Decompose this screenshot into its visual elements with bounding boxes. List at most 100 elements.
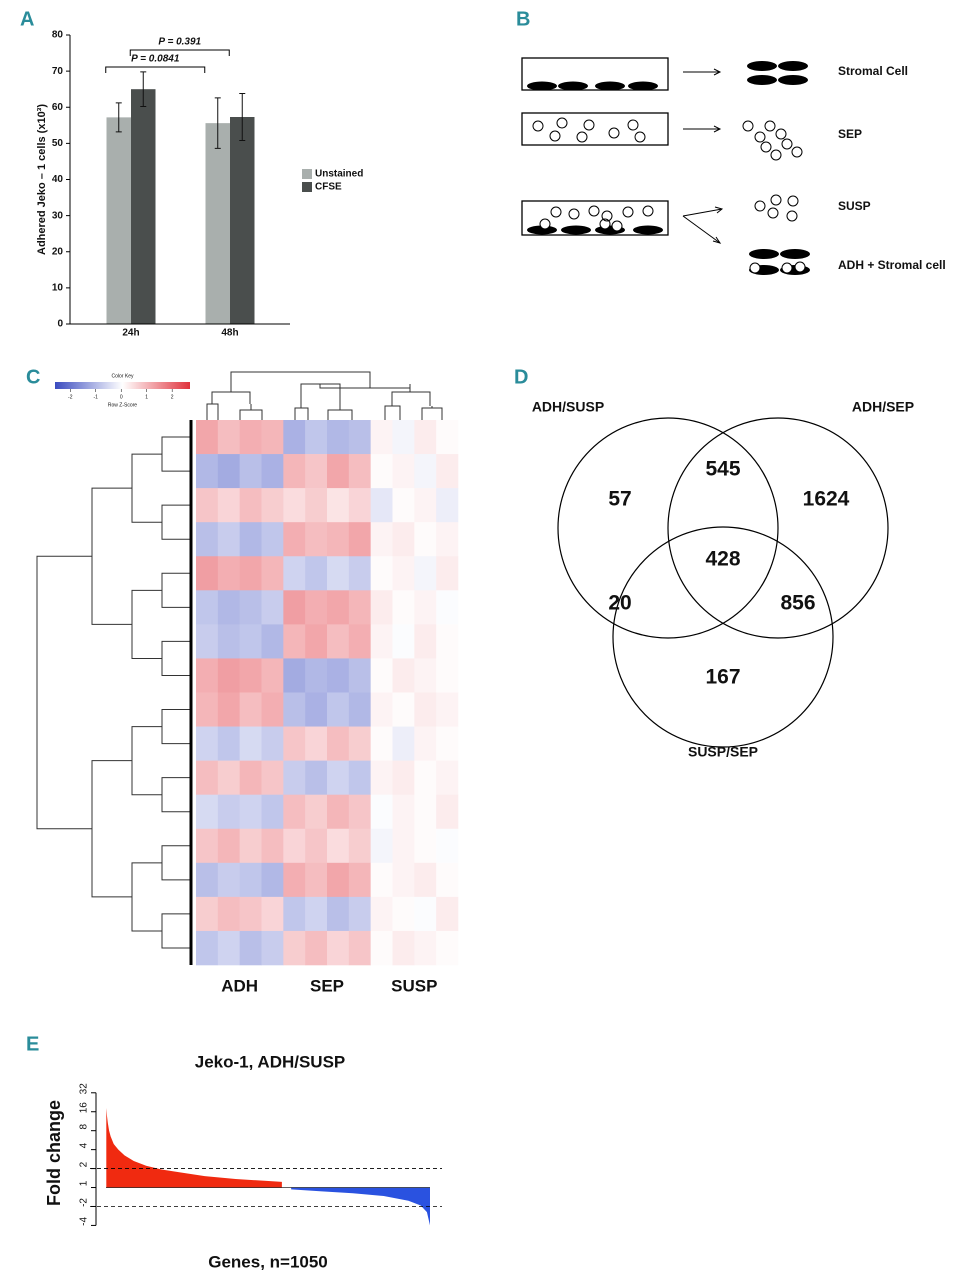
heatmap-cell bbox=[436, 522, 459, 557]
region-count: 167 bbox=[705, 666, 740, 689]
heatmap-cell bbox=[196, 896, 219, 932]
y-axis-label: Fold change bbox=[44, 1100, 64, 1206]
heatmap-cell bbox=[196, 420, 219, 455]
heatmap-cell bbox=[196, 726, 219, 761]
heatmap-cell bbox=[217, 862, 240, 898]
legend-label: CFSE bbox=[315, 182, 342, 193]
heatmap-cell bbox=[436, 760, 459, 795]
heatmap-cell bbox=[217, 522, 240, 557]
heatmap-cell bbox=[327, 760, 350, 795]
set-label: ADH/SUSP bbox=[532, 399, 604, 415]
heatmap-cell bbox=[196, 658, 219, 693]
legend-label: Unstained bbox=[315, 169, 363, 180]
heatmap-cell bbox=[348, 556, 371, 591]
heatmap-cell bbox=[239, 454, 262, 489]
heatmap-cell bbox=[283, 862, 306, 898]
heatmap-cell bbox=[436, 794, 459, 830]
heatmap-cell bbox=[327, 522, 350, 557]
heatmap-cell bbox=[239, 794, 262, 830]
heatmap-cell bbox=[196, 522, 219, 557]
heatmap-cell bbox=[261, 794, 284, 830]
heatmap-cell bbox=[217, 794, 240, 830]
heatmap-cell bbox=[414, 930, 437, 966]
heatmap-cell bbox=[392, 760, 415, 795]
diagram-label: SUSP bbox=[838, 199, 871, 213]
annotation: P = 0.0841 bbox=[131, 54, 180, 65]
heatmap-cell bbox=[196, 692, 219, 727]
group-label: SEP bbox=[310, 976, 344, 995]
legend-swatch bbox=[302, 182, 312, 192]
y-tick-label: -4 bbox=[79, 1217, 90, 1226]
heatmap-cell bbox=[305, 454, 328, 489]
bar bbox=[230, 117, 255, 324]
heatmap-cell bbox=[261, 420, 284, 455]
heatmap-cell bbox=[348, 420, 371, 455]
heatmap-cell bbox=[283, 454, 306, 489]
dish bbox=[521, 57, 669, 91]
heatmap-cell bbox=[436, 896, 459, 932]
heatmap-cell bbox=[261, 692, 284, 727]
heatmap-cell bbox=[196, 454, 219, 489]
heatmap-cell bbox=[327, 420, 350, 455]
heatmap-cell bbox=[239, 420, 262, 455]
heatmap-cell bbox=[283, 726, 306, 761]
y-tick-label: -2 bbox=[79, 1198, 90, 1207]
heatmap-cell bbox=[348, 522, 371, 557]
venn-circle bbox=[612, 526, 834, 748]
heatmap-cell bbox=[239, 896, 262, 932]
color-key-tick-label: 2 bbox=[171, 394, 174, 400]
heatmap-cell bbox=[436, 828, 459, 864]
heatmap-cell bbox=[305, 862, 328, 898]
heatmap-cell bbox=[327, 862, 350, 898]
heatmap-cell bbox=[414, 726, 437, 761]
heatmap-cell bbox=[348, 896, 371, 932]
heatmap-cell bbox=[348, 862, 371, 898]
color-key-tick-label: 0 bbox=[120, 394, 123, 400]
arrows bbox=[682, 68, 724, 244]
heatmap-cell bbox=[261, 488, 284, 523]
heatmap-cell bbox=[370, 760, 393, 795]
heatmap-cell bbox=[392, 488, 415, 523]
heatmap-cell bbox=[327, 590, 350, 625]
heatmap-cell bbox=[392, 930, 415, 966]
heatmap-cell bbox=[217, 590, 240, 625]
heatmap-cell bbox=[261, 454, 284, 489]
heatmap-cell bbox=[217, 828, 240, 864]
heatmap-cell bbox=[414, 590, 437, 625]
x-tick-label: 24h bbox=[122, 328, 139, 339]
heatmap-cell bbox=[239, 760, 262, 795]
heatmap-cell bbox=[239, 726, 262, 761]
heatmap-cell bbox=[283, 658, 306, 693]
y-tick-label: 80 bbox=[52, 30, 64, 41]
dish bbox=[521, 200, 669, 236]
heatmap-cell bbox=[436, 488, 459, 523]
heatmap-cell bbox=[217, 488, 240, 523]
region-count: 428 bbox=[705, 548, 740, 571]
heatmap-cell bbox=[370, 692, 393, 727]
heatmap-cell bbox=[283, 930, 306, 966]
heatmap-cell bbox=[261, 726, 284, 761]
heatmap-cell bbox=[436, 862, 459, 898]
heatmap-cell bbox=[196, 590, 219, 625]
heatmap-cell bbox=[414, 692, 437, 727]
heatmap-cell bbox=[283, 794, 306, 830]
heatmap-cell bbox=[392, 726, 415, 761]
y-tick-label: 16 bbox=[79, 1102, 90, 1114]
diagram-label: ADH + Stromal cell bbox=[838, 258, 946, 272]
x-axis-label: Genes, n=1050 bbox=[208, 1252, 328, 1271]
y-tick-label: 40 bbox=[52, 174, 64, 185]
heatmap-cell bbox=[261, 556, 284, 591]
row-dendrogram bbox=[36, 436, 192, 949]
heatmap-cell bbox=[370, 658, 393, 693]
y-tick-label: 1 bbox=[79, 1180, 90, 1186]
heatmap-cell bbox=[305, 624, 328, 659]
color-key-tick-label: -2 bbox=[68, 394, 73, 400]
heatmap-cell bbox=[327, 794, 350, 830]
heatmap-cell bbox=[305, 692, 328, 727]
heatmap-cell bbox=[370, 862, 393, 898]
heatmap-cell bbox=[414, 896, 437, 932]
heatmap-cell bbox=[327, 488, 350, 523]
heatmap-cell bbox=[327, 624, 350, 659]
error-bar bbox=[214, 97, 221, 149]
heatmap-cell bbox=[305, 420, 328, 455]
